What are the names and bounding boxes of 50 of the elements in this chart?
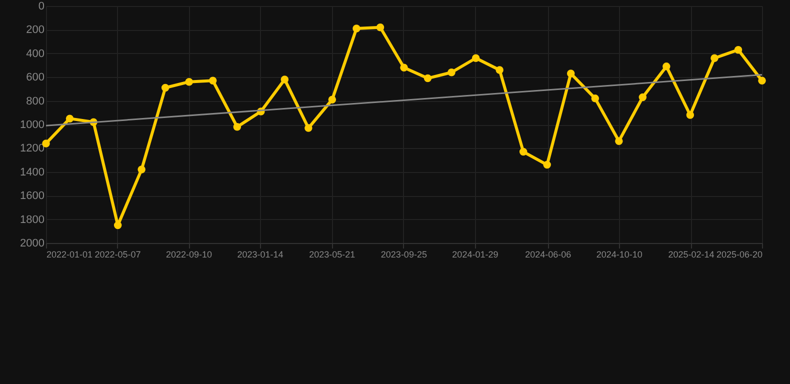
x-tick-label: 2023-01-14 (237, 250, 284, 260)
point (543, 160, 551, 169)
y-tick-label: 200 (26, 24, 44, 36)
point (376, 23, 384, 32)
point (615, 137, 623, 145)
point (496, 66, 504, 74)
point (638, 93, 647, 102)
y-tick-label: 0 (38, 0, 44, 12)
point (161, 84, 170, 92)
point (519, 148, 528, 156)
point (400, 64, 408, 72)
point (758, 76, 766, 85)
point (208, 76, 217, 85)
y-tick-label: 1400 (20, 166, 44, 178)
y-tick-label: 400 (26, 48, 44, 60)
point (138, 166, 146, 174)
point (66, 114, 74, 122)
x-tick-label: 2022-09-10 (166, 250, 212, 260)
point (185, 78, 193, 86)
x-tick-label: 2024-10-10 (596, 250, 642, 260)
point (472, 54, 480, 62)
point (662, 62, 670, 70)
y-tick-label: 800 (26, 95, 44, 108)
y-tick-label: 1000 (20, 119, 44, 131)
point (448, 68, 456, 76)
y-tick-label: 1800 (20, 214, 44, 226)
point (233, 123, 242, 131)
point (328, 96, 336, 104)
y-tick-label: 1200 (20, 142, 44, 155)
x-tick-label: 2022-01-01 (46, 250, 93, 260)
x-tick-label: 2024-01-29 (452, 250, 498, 260)
x-tick-label: 2025-06-20 (716, 250, 762, 260)
point (304, 124, 312, 132)
point (566, 70, 575, 78)
y-tick-label: 2000 (20, 238, 44, 250)
point (352, 24, 360, 32)
x-tick-label: 2024-06-06 (525, 250, 572, 260)
x-tick-label: 2025-02-14 (668, 250, 714, 260)
point (424, 74, 432, 82)
x-tick-label: 2022-05-07 (94, 250, 141, 260)
point (734, 46, 742, 54)
x-tick-label: 2023-05-21 (309, 250, 356, 260)
point (114, 221, 122, 230)
point (710, 54, 718, 62)
point (280, 76, 289, 84)
y-tick-label: 1600 (20, 190, 44, 202)
y-tick-label: 600 (26, 72, 44, 84)
x-tick-label: 2023-09-25 (380, 250, 427, 260)
point (591, 94, 600, 102)
point (686, 111, 694, 119)
